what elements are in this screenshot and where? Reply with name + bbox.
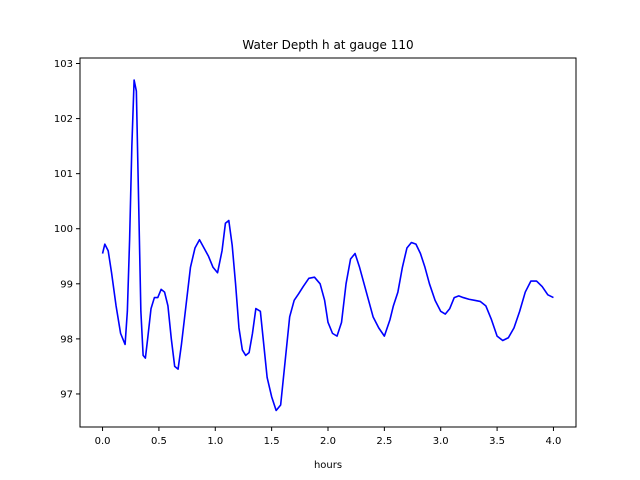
x-axis: 0.0 0.5 1.0 1.5 2.0 2.5 3.0 3.5 4.0 — [95, 427, 562, 447]
x-axis-label: hours — [314, 460, 342, 471]
x-tick-label: 3.5 — [489, 436, 505, 447]
y-tick-label: 98 — [60, 334, 73, 345]
x-tick-label: 2.5 — [376, 436, 392, 447]
y-tick-label: 102 — [54, 114, 73, 125]
y-tick-label: 100 — [54, 224, 73, 235]
y-tick-label: 103 — [54, 59, 73, 70]
x-tick-label: 0.5 — [151, 436, 167, 447]
x-tick-label: 4.0 — [546, 436, 562, 447]
series-line-0 — [101, 79, 554, 412]
x-tick-label: 1.0 — [207, 436, 223, 447]
chart-title: Water Depth h at gauge 110 — [242, 38, 413, 52]
y-tick-label: 99 — [60, 279, 73, 290]
y-tick-label: 97 — [60, 389, 73, 400]
x-tick-label: 1.5 — [264, 436, 280, 447]
x-tick-label: 0.0 — [95, 436, 111, 447]
y-tick-label: 101 — [54, 169, 73, 180]
x-tick-label: 2.0 — [320, 436, 336, 447]
x-tick-label: 3.0 — [433, 436, 449, 447]
series-layer — [101, 79, 554, 412]
y-axis: 97 98 99 100 101 102 103 — [54, 59, 80, 400]
